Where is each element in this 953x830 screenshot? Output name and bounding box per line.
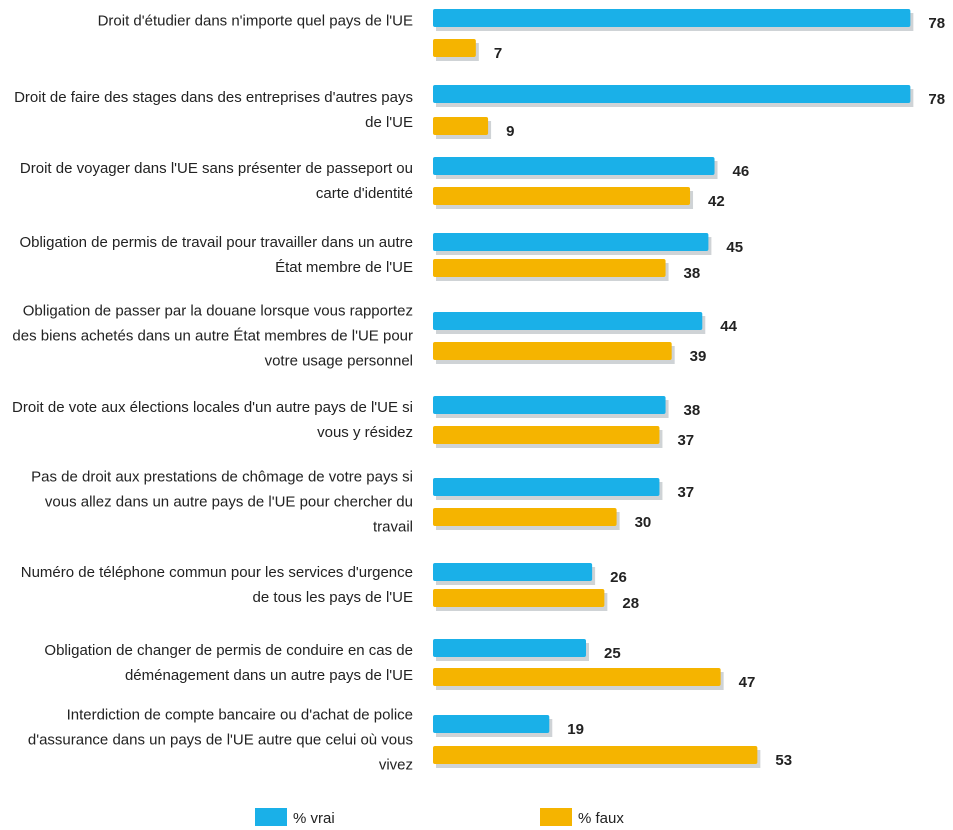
value-label: 30 — [635, 514, 652, 531]
value-label: 78 — [928, 15, 945, 32]
category-label: Numéro de téléphone commun pour les serv… — [20, 564, 413, 606]
bar — [433, 85, 911, 103]
category-label: Pas de droit aux prestations de chômage … — [31, 468, 413, 536]
bar — [433, 426, 660, 444]
value-label: 7 — [494, 45, 502, 62]
bar — [433, 187, 691, 205]
category-label: Droit de voyager dans l'UE sans présente… — [19, 160, 413, 202]
value-label: 26 — [610, 569, 627, 586]
value-label: 46 — [733, 163, 750, 180]
bar — [433, 668, 721, 686]
value-label: 39 — [690, 348, 707, 365]
value-label: 45 — [726, 239, 743, 256]
bar — [433, 259, 666, 277]
category-label: Droit de faire des stages dans des entre… — [14, 89, 413, 131]
bar — [433, 478, 660, 496]
bar — [433, 563, 593, 581]
value-label: 37 — [677, 484, 694, 501]
bar — [433, 639, 586, 657]
value-label: 44 — [720, 318, 737, 335]
category-label: Droit de vote aux élections locales d'un… — [12, 399, 413, 441]
legend-swatch — [255, 808, 287, 826]
value-label: 53 — [775, 752, 792, 769]
category-label: Obligation de permis de travail pour tra… — [19, 234, 413, 276]
bar — [433, 9, 911, 27]
category-label: Interdiction de compte bancaire ou d'ach… — [27, 706, 413, 773]
bar — [433, 157, 715, 175]
legend-swatch — [540, 808, 572, 826]
category-label: Droit d'étudier dans n'importe quel pays… — [97, 12, 413, 30]
value-label: 38 — [684, 265, 701, 282]
legend-label: % vrai — [293, 810, 335, 827]
bar — [433, 746, 758, 764]
category-label: Obligation de passer par la douane lorsq… — [12, 302, 413, 370]
value-label: 47 — [739, 674, 756, 691]
value-label: 28 — [622, 595, 639, 612]
bar — [433, 233, 709, 251]
value-label: 9 — [506, 123, 514, 140]
value-label: 42 — [708, 193, 725, 210]
value-label: 37 — [677, 432, 694, 449]
value-label: 38 — [684, 402, 701, 419]
bar — [433, 39, 476, 57]
bar — [433, 715, 550, 733]
legend-label: % faux — [578, 810, 624, 827]
bar — [433, 117, 489, 135]
bar — [433, 342, 672, 360]
bar — [433, 508, 617, 526]
value-label: 19 — [567, 721, 584, 738]
category-label: Obligation de changer de permis de condu… — [44, 641, 413, 684]
value-label: 78 — [928, 91, 945, 108]
bar — [433, 312, 703, 330]
value-label: 25 — [604, 645, 621, 662]
bar — [433, 589, 605, 607]
bar — [433, 396, 666, 414]
